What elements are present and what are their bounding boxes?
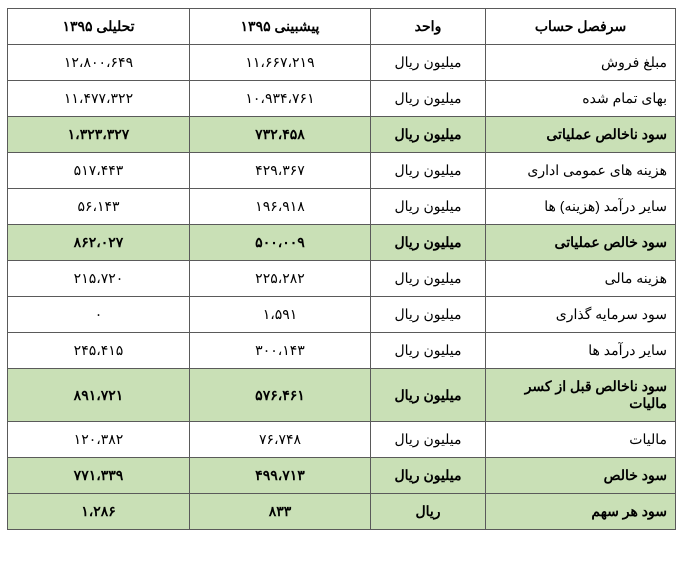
cell-unit: میلیون ریال — [371, 333, 486, 369]
cell-unit: میلیون ریال — [371, 81, 486, 117]
cell-analytical: ۷۷۱،۳۳۹ — [8, 458, 190, 494]
cell-account: مالیات — [486, 422, 676, 458]
cell-unit: میلیون ریال — [371, 261, 486, 297]
cell-account: سود هر سهم — [486, 494, 676, 530]
financial-table: سرفصل حساب واحد پیشبینی ۱۳۹۵ تحلیلی ۱۳۹۵… — [7, 8, 676, 530]
cell-analytical: ۱۱،۴۷۷،۳۲۲ — [8, 81, 190, 117]
table-row: هزینه مالیمیلیون ریال۲۲۵،۲۸۲۲۱۵،۷۲۰ — [8, 261, 676, 297]
cell-analytical: ۱،۲۸۶ — [8, 494, 190, 530]
cell-forecast: ۵۰۰،۰۰۹ — [190, 225, 371, 261]
cell-unit: میلیون ریال — [371, 458, 486, 494]
table-row: هزینه های عمومی اداریمیلیون ریال۴۲۹،۳۶۷۵… — [8, 153, 676, 189]
table-row: بهای تمام شدهمیلیون ریال۱۰،۹۳۴،۷۶۱۱۱،۴۷۷… — [8, 81, 676, 117]
cell-forecast: ۱۹۶،۹۱۸ — [190, 189, 371, 225]
cell-forecast: ۵۷۶،۴۶۱ — [190, 369, 371, 422]
cell-forecast: ۲۲۵،۲۸۲ — [190, 261, 371, 297]
cell-unit: میلیون ریال — [371, 189, 486, 225]
cell-account: سود خالص — [486, 458, 676, 494]
cell-account: هزینه مالی — [486, 261, 676, 297]
cell-forecast: ۴۹۹،۷۱۳ — [190, 458, 371, 494]
cell-account: سود خالص عملیاتی — [486, 225, 676, 261]
cell-account: سایر درآمد (هزینه) ها — [486, 189, 676, 225]
table-row: سایر درآمد هامیلیون ریال۳۰۰،۱۴۳۲۴۵،۴۱۵ — [8, 333, 676, 369]
cell-analytical: ۲۱۵،۷۲۰ — [8, 261, 190, 297]
cell-unit: میلیون ریال — [371, 297, 486, 333]
header-analytical: تحلیلی ۱۳۹۵ — [8, 9, 190, 45]
cell-account: سایر درآمد ها — [486, 333, 676, 369]
header-unit: واحد — [371, 9, 486, 45]
header-account: سرفصل حساب — [486, 9, 676, 45]
cell-account: مبلغ فروش — [486, 45, 676, 81]
table-body: مبلغ فروشمیلیون ریال۱۱،۶۶۷،۲۱۹۱۲،۸۰۰،۶۴۹… — [8, 45, 676, 530]
cell-account: بهای تمام شده — [486, 81, 676, 117]
cell-analytical: ۰ — [8, 297, 190, 333]
table-row: سود ناخالص عملیاتیمیلیون ریال۷۳۲،۴۵۸۱،۳۲… — [8, 117, 676, 153]
cell-unit: میلیون ریال — [371, 422, 486, 458]
table-row: سود خالص عملیاتیمیلیون ریال۵۰۰،۰۰۹۸۶۲،۰۲… — [8, 225, 676, 261]
cell-unit: میلیون ریال — [371, 369, 486, 422]
table-header: سرفصل حساب واحد پیشبینی ۱۳۹۵ تحلیلی ۱۳۹۵ — [8, 9, 676, 45]
table-row: سود خالصمیلیون ریال۴۹۹،۷۱۳۷۷۱،۳۳۹ — [8, 458, 676, 494]
cell-unit: ریال — [371, 494, 486, 530]
table-row: مبلغ فروشمیلیون ریال۱۱،۶۶۷،۲۱۹۱۲،۸۰۰،۶۴۹ — [8, 45, 676, 81]
table-row: سود سرمایه گذاریمیلیون ریال۱،۵۹۱۰ — [8, 297, 676, 333]
cell-analytical: ۸۶۲،۰۲۷ — [8, 225, 190, 261]
table-row: سود هر سهمریال۸۳۳۱،۲۸۶ — [8, 494, 676, 530]
table-row: سود ناخالص قبل از کسر مالیاتمیلیون ریال۵… — [8, 369, 676, 422]
cell-account: سود ناخالص قبل از کسر مالیات — [486, 369, 676, 422]
table-row: سایر درآمد (هزینه) هامیلیون ریال۱۹۶،۹۱۸۵… — [8, 189, 676, 225]
cell-analytical: ۸۹۱،۷۲۱ — [8, 369, 190, 422]
cell-analytical: ۱۲۰،۳۸۲ — [8, 422, 190, 458]
cell-analytical: ۱،۳۲۳،۳۲۷ — [8, 117, 190, 153]
cell-unit: میلیون ریال — [371, 225, 486, 261]
cell-account: سود ناخالص عملیاتی — [486, 117, 676, 153]
cell-forecast: ۸۳۳ — [190, 494, 371, 530]
cell-unit: میلیون ریال — [371, 153, 486, 189]
table-row: مالیاتمیلیون ریال۷۶،۷۴۸۱۲۰،۳۸۲ — [8, 422, 676, 458]
cell-analytical: ۵۱۷،۴۴۳ — [8, 153, 190, 189]
cell-analytical: ۱۲،۸۰۰،۶۴۹ — [8, 45, 190, 81]
cell-analytical: ۲۴۵،۴۱۵ — [8, 333, 190, 369]
cell-account: هزینه های عمومی اداری — [486, 153, 676, 189]
cell-unit: میلیون ریال — [371, 117, 486, 153]
cell-analytical: ۵۶،۱۴۳ — [8, 189, 190, 225]
cell-forecast: ۱۱،۶۶۷،۲۱۹ — [190, 45, 371, 81]
cell-forecast: ۴۲۹،۳۶۷ — [190, 153, 371, 189]
cell-forecast: ۷۶،۷۴۸ — [190, 422, 371, 458]
cell-forecast: ۷۳۲،۴۵۸ — [190, 117, 371, 153]
cell-unit: میلیون ریال — [371, 45, 486, 81]
cell-forecast: ۱۰،۹۳۴،۷۶۱ — [190, 81, 371, 117]
cell-account: سود سرمایه گذاری — [486, 297, 676, 333]
cell-forecast: ۳۰۰،۱۴۳ — [190, 333, 371, 369]
header-forecast: پیشبینی ۱۳۹۵ — [190, 9, 371, 45]
cell-forecast: ۱،۵۹۱ — [190, 297, 371, 333]
